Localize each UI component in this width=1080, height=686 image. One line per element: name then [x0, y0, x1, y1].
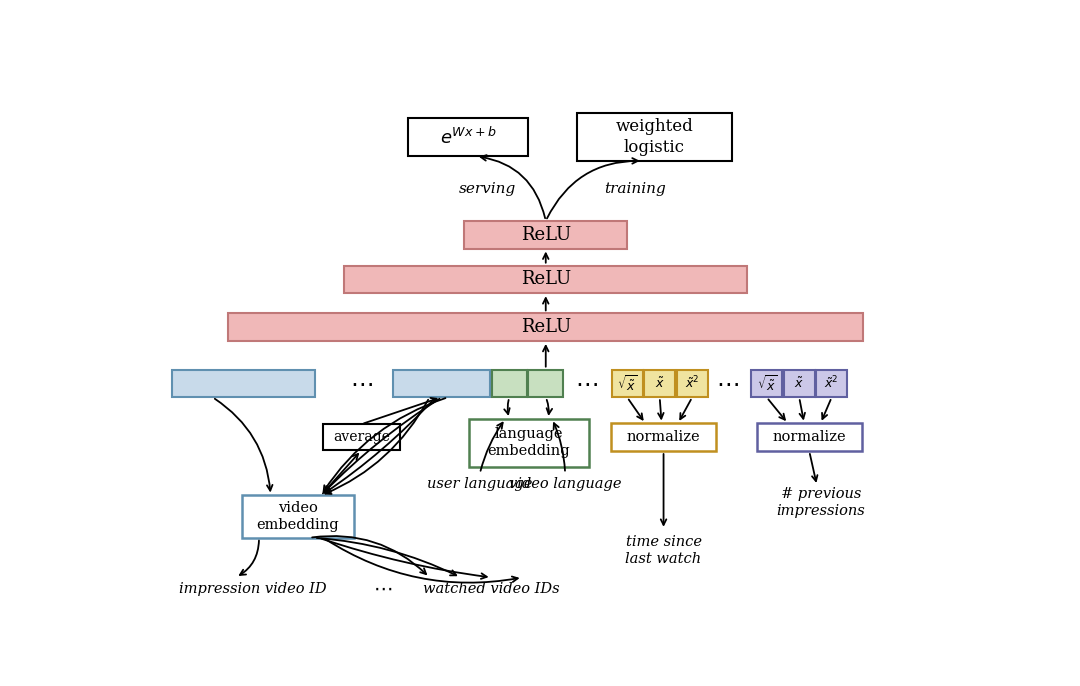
Text: ReLU: ReLU [521, 226, 571, 244]
FancyBboxPatch shape [611, 423, 716, 451]
Text: $\cdots$: $\cdots$ [374, 580, 393, 598]
FancyBboxPatch shape [677, 370, 707, 397]
FancyBboxPatch shape [464, 221, 627, 248]
Text: time since
last watch: time since last watch [625, 535, 702, 566]
Text: user language: user language [428, 477, 532, 491]
FancyBboxPatch shape [228, 314, 864, 341]
Text: normalize: normalize [626, 430, 700, 445]
Text: $\sqrt{\tilde{x}}$: $\sqrt{\tilde{x}}$ [617, 374, 637, 393]
Text: watched video IDs: watched video IDs [423, 582, 559, 596]
FancyBboxPatch shape [491, 370, 527, 397]
Text: $\tilde{x}$: $\tilde{x}$ [654, 376, 664, 390]
FancyBboxPatch shape [784, 370, 814, 397]
Text: ReLU: ReLU [521, 270, 571, 288]
FancyBboxPatch shape [757, 423, 862, 451]
Text: $\tilde{x}^2$: $\tilde{x}^2$ [685, 375, 700, 392]
Text: language
embedding: language embedding [487, 427, 570, 458]
Text: ReLU: ReLU [521, 318, 571, 336]
FancyBboxPatch shape [528, 370, 563, 397]
FancyBboxPatch shape [469, 419, 589, 466]
Text: normalize: normalize [772, 430, 846, 445]
Text: $\tilde{x}^2$: $\tilde{x}^2$ [824, 375, 839, 392]
Text: $\tilde{x}$: $\tilde{x}$ [794, 376, 805, 390]
Text: # previous
impressions: # previous impressions [777, 487, 865, 519]
Text: video
embedding: video embedding [256, 501, 339, 532]
FancyBboxPatch shape [751, 370, 782, 397]
Text: $\sqrt{\tilde{x}}$: $\sqrt{\tilde{x}}$ [757, 374, 777, 393]
Text: impression video ID: impression video ID [179, 582, 326, 596]
Text: average: average [333, 430, 390, 445]
FancyBboxPatch shape [323, 424, 400, 451]
Text: $\cdots$: $\cdots$ [716, 372, 740, 395]
FancyBboxPatch shape [577, 113, 732, 161]
FancyBboxPatch shape [611, 370, 643, 397]
FancyBboxPatch shape [345, 265, 747, 294]
FancyBboxPatch shape [242, 495, 354, 538]
Text: training: training [604, 182, 665, 196]
FancyBboxPatch shape [172, 370, 315, 397]
FancyBboxPatch shape [408, 118, 528, 156]
Text: $\cdots$: $\cdots$ [575, 372, 597, 395]
FancyBboxPatch shape [816, 370, 847, 397]
Text: $\cdots$: $\cdots$ [350, 372, 373, 395]
FancyBboxPatch shape [644, 370, 675, 397]
Text: weighted
logistic: weighted logistic [616, 118, 693, 156]
Text: video language: video language [509, 477, 621, 491]
Text: $e^{Wx+b}$: $e^{Wx+b}$ [440, 126, 497, 147]
Text: serving: serving [459, 182, 516, 196]
FancyBboxPatch shape [393, 370, 489, 397]
